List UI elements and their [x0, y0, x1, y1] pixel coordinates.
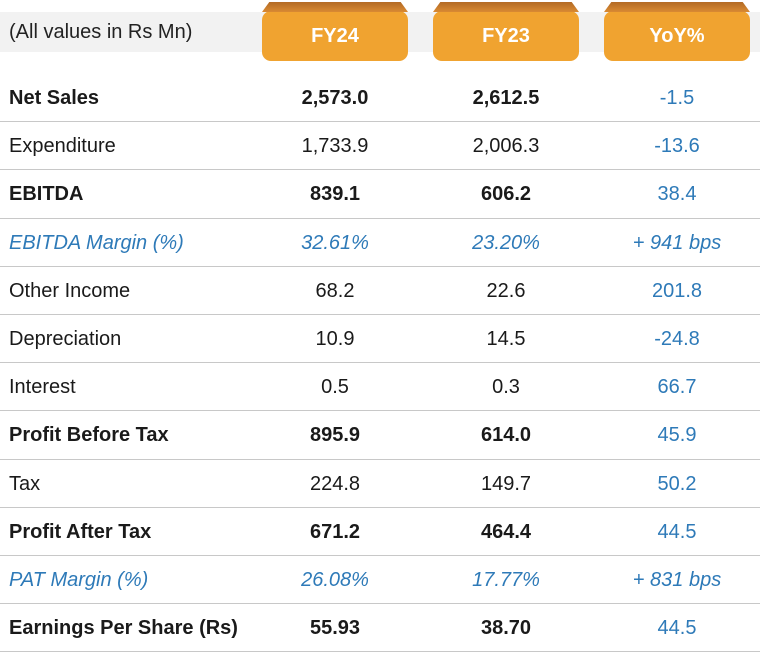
fy23-value: 0.3 [492, 376, 520, 399]
column-header-fy23: FY23 [433, 11, 579, 61]
table-row: EBITDA Margin (%) 32.61% 23.20% + 941 bp… [0, 219, 760, 267]
yoy-value: -24.8 [654, 327, 700, 350]
fy24-value: 839.1 [309, 183, 361, 206]
row-label: Other Income [9, 279, 131, 302]
row-label: Profit Before Tax [9, 424, 169, 447]
fy24-value: 26.08% [301, 568, 369, 591]
yoy-value: -13.6 [654, 135, 700, 158]
yoy-value: 66.7 [657, 376, 697, 399]
fy24-value: 10.9 [315, 327, 355, 350]
column-header-yoy: YoY% [604, 11, 750, 61]
row-label: EBITDA [9, 183, 84, 206]
fy23-value: 614.0 [480, 424, 532, 447]
fy24-value: 68.2 [315, 279, 355, 302]
row-label: Interest [9, 376, 76, 399]
fy24-value: 55.93 [309, 617, 361, 640]
fy23-value: 149.7 [480, 472, 532, 495]
yoy-value: 201.8 [651, 279, 703, 302]
fy24-value: 32.61% [301, 231, 369, 254]
fy23-value: 14.5 [486, 327, 526, 350]
fy24-value: 895.9 [309, 424, 361, 447]
fy24-value: 2,573.0 [301, 87, 369, 109]
yoy-value: + 941 bps [632, 231, 722, 254]
row-label: Profit After Tax [9, 520, 152, 543]
row-label: PAT Margin (%) [9, 568, 149, 591]
table-row: Tax 224.8 149.7 50.2 [0, 460, 760, 508]
fy24-value: 0.5 [321, 376, 349, 399]
fy24-value: 224.8 [309, 472, 361, 495]
yoy-value: 38.4 [657, 183, 697, 206]
fy23-value: 38.70 [480, 617, 532, 640]
fy23-value: 22.6 [486, 279, 526, 302]
units-note: (All values in Rs Mn) [9, 21, 193, 43]
table-row: EBITDA 839.1 606.2 38.4 [0, 170, 760, 219]
yoy-value: 44.5 [657, 520, 697, 543]
table-row: Profit Before Tax 895.9 614.0 45.9 [0, 411, 760, 460]
row-label: Expenditure [9, 135, 116, 158]
table-row: Net Sales 2,573.0 2,612.5 -1.5 [0, 74, 760, 123]
row-label: Net Sales [9, 87, 100, 109]
fy23-value: 17.77% [472, 568, 540, 591]
table-row: Interest 0.5 0.3 66.7 [0, 363, 760, 412]
yoy-value: + 831 bps [632, 568, 722, 591]
table-row: Profit After Tax 671.2 464.4 44.5 [0, 508, 760, 556]
row-label: EBITDA Margin (%) [9, 231, 184, 254]
fy23-value: 2,612.5 [472, 87, 540, 109]
table-row: Earnings Per Share (Rs) 55.93 38.70 44.5 [0, 604, 760, 653]
yoy-value: 50.2 [657, 472, 697, 495]
yoy-value: -1.5 [659, 87, 695, 109]
fy23-value: 606.2 [480, 183, 532, 206]
table-row: Depreciation 10.9 14.5 -24.8 [0, 315, 760, 364]
fy23-value: 2,006.3 [472, 135, 540, 158]
yoy-value: 44.5 [657, 617, 697, 640]
fy24-value: 1,733.9 [301, 135, 369, 158]
table-row: PAT Margin (%) 26.08% 17.77% + 831 bps [0, 556, 760, 605]
row-label: Earnings Per Share (Rs) [9, 617, 238, 640]
row-label: Tax [9, 472, 41, 495]
row-label: Depreciation [9, 327, 122, 350]
table-row: Other Income 68.2 22.6 201.8 [0, 267, 760, 315]
fy24-value: 671.2 [309, 520, 361, 543]
fy23-value: 23.20% [472, 231, 540, 254]
table-row: Expenditure 1,733.9 2,006.3 -13.6 [0, 122, 760, 171]
financial-table: Net Sales 2,573.0 2,612.5 -1.5 Expenditu… [0, 74, 760, 653]
column-header-fy24: FY24 [262, 11, 408, 61]
yoy-value: 45.9 [657, 424, 697, 447]
fy23-value: 464.4 [480, 520, 532, 543]
